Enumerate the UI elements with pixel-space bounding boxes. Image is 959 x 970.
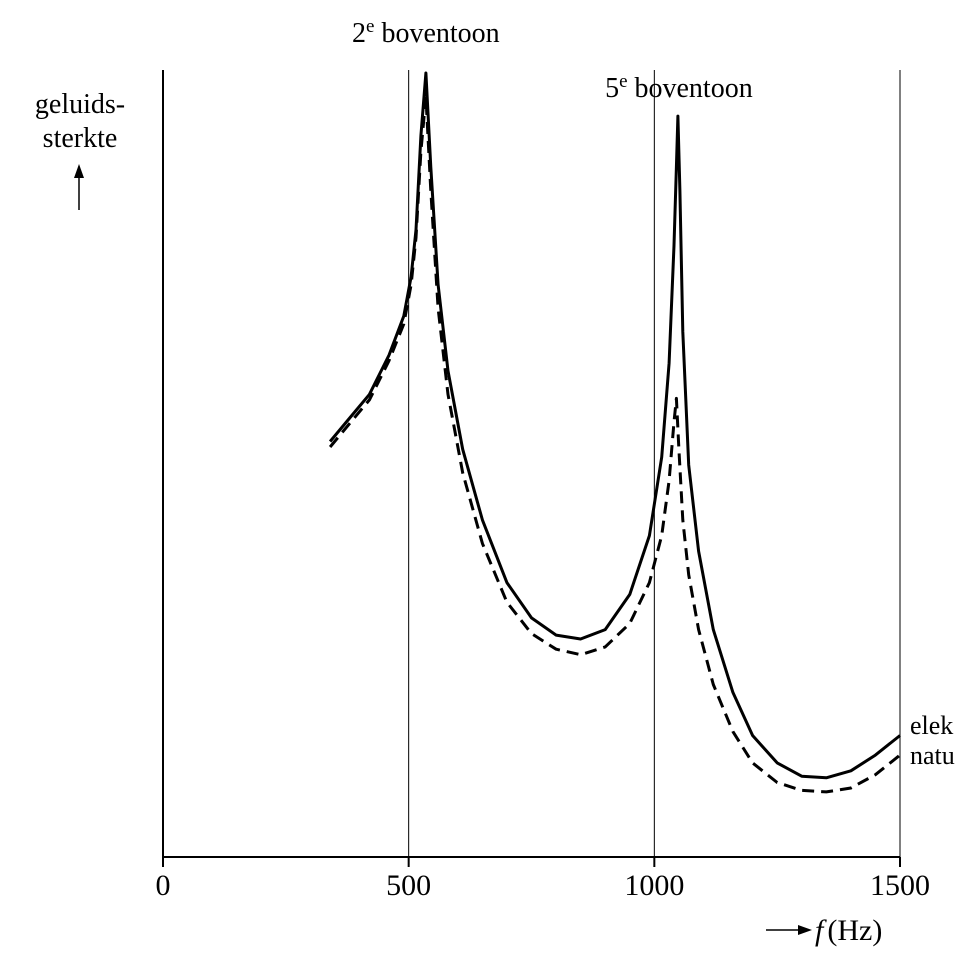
- annotation-overtone5-superscript: e: [619, 71, 627, 92]
- x-tick-label-1500: 1500: [870, 869, 930, 902]
- x-axis-variable: f: [815, 914, 827, 947]
- annotation-overtone2-superscript: e: [366, 16, 374, 37]
- svg-text:f(Hz): f (Hz): [815, 914, 882, 947]
- series-lines: [328, 71, 901, 794]
- x-tick-label-0: 0: [156, 869, 171, 902]
- x-axis-unit: (Hz): [827, 914, 882, 947]
- series-label-elek: elek: [910, 711, 953, 740]
- axes: [162, 70, 900, 858]
- series-elek-line: [328, 71, 901, 780]
- series-label-natu: natu: [910, 741, 955, 770]
- annotation-overtone2-number: 2: [352, 18, 366, 49]
- vertical-gridlines: [408, 70, 901, 857]
- annotation-overtone5: 5e boventoon: [605, 71, 753, 104]
- y-axis-label-line-2: sterkte: [43, 123, 118, 154]
- series-natu-line: [328, 95, 901, 794]
- x-ticks: 0 500 1000 1500: [156, 857, 930, 902]
- y-axis-label: geluids- sterkte: [35, 89, 125, 210]
- annotation-overtone2-text: boventoon: [374, 18, 499, 49]
- x-tick-label-500: 500: [386, 869, 431, 902]
- y-axis-label-line-1: geluids-: [35, 89, 125, 120]
- x-axis-label: f (Hz): [766, 914, 882, 947]
- y-axis-arrow-icon: [74, 164, 84, 210]
- annotation-overtone2: 2e boventoon: [352, 16, 500, 49]
- x-axis-arrow-icon: [766, 925, 812, 935]
- annotation-overtone5-text: boventoon: [628, 73, 753, 104]
- x-tick-label-1000: 1000: [624, 869, 684, 902]
- annotation-overtone5-number: 5: [605, 73, 619, 104]
